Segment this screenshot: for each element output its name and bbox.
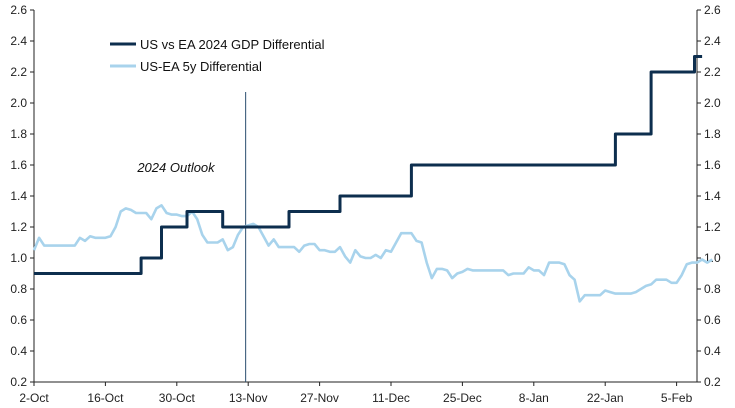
left-y-tick-label: 2.2 (10, 65, 27, 79)
left-y-tick-label: 2.0 (10, 96, 27, 110)
legend: US vs EA 2024 GDP Differential US-EA 5y … (110, 37, 325, 74)
right-y-tick-label: 1.4 (704, 189, 721, 203)
right-y-tick-labels: 0.20.40.60.81.01.21.41.61.82.02.22.42.6 (697, 3, 721, 389)
x-tick-label: 2-Oct (19, 391, 49, 405)
left-y-tick-label: 1.4 (10, 189, 27, 203)
right-y-tick-label: 1.2 (704, 220, 721, 234)
x-tick-label: 30-Oct (159, 391, 196, 405)
legend-label-5y-differential: US-EA 5y Differential (140, 59, 262, 74)
x-tick-label: 13-Nov (229, 391, 268, 405)
x-tick-label: 27-Nov (300, 391, 339, 405)
left-y-tick-label: 1.2 (10, 220, 27, 234)
series-line-5y-differential (32, 204, 713, 303)
right-y-tick-label: 0.8 (704, 282, 721, 296)
left-y-tick-labels: 0.2 0.4 0.6 0.8 1.0 1.2 1.4 1.6 1.8 2.0 2.2 2.4 2.6 (10, 3, 34, 389)
left-y-tick-label: 0.6 (10, 313, 27, 327)
annotation-label: 2024 Outlook (136, 160, 216, 175)
x-tick-label: 22-Jan (587, 391, 624, 405)
left-y-tick-label: 2.4 (10, 34, 27, 48)
right-y-tick-label: 1.8 (704, 127, 721, 141)
left-y-tick-label: 2.6 (10, 3, 27, 17)
legend-label-gdp-differential: US vs EA 2024 GDP Differential (140, 37, 325, 52)
left-y-tick-label: 0.4 (10, 344, 27, 358)
left-y-tick-label: 0.2 (10, 375, 27, 389)
right-y-tick-label: 2.6 (704, 3, 721, 17)
right-y-tick-label: 2.2 (704, 65, 721, 79)
left-y-tick-label: 1.0 (10, 251, 27, 265)
right-y-tick-label: 2.4 (704, 34, 721, 48)
right-y-tick-label: 0.6 (704, 313, 721, 327)
left-y-tick-label: 1.6 (10, 158, 27, 172)
left-y-tick-label: 1.8 (10, 127, 27, 141)
x-tick-labels: 2-Oct 16-Oct 30-Oct 13-Nov 27-Nov 11-Dec 25-De… (19, 382, 693, 405)
right-y-tick-label: 2.0 (704, 96, 721, 110)
x-tick-label: 16-Oct (87, 391, 124, 405)
left-y-tick-label: 0.8 (10, 282, 27, 296)
series-line-gdp-differential (34, 55, 703, 275)
x-tick-label: 11-Dec (372, 391, 410, 405)
right-y-tick-label: 0.2 (704, 375, 721, 389)
x-tick-label: 5-Feb (661, 391, 693, 405)
x-tick-label: 25-Dec (443, 391, 482, 405)
series-group (32, 55, 713, 303)
right-y-tick-label: 1.6 (704, 158, 721, 172)
x-tick-label: 8-Jan (519, 391, 549, 405)
right-y-tick-label: 0.4 (704, 344, 721, 358)
annotation-group: 2024 Outlook (136, 92, 247, 382)
